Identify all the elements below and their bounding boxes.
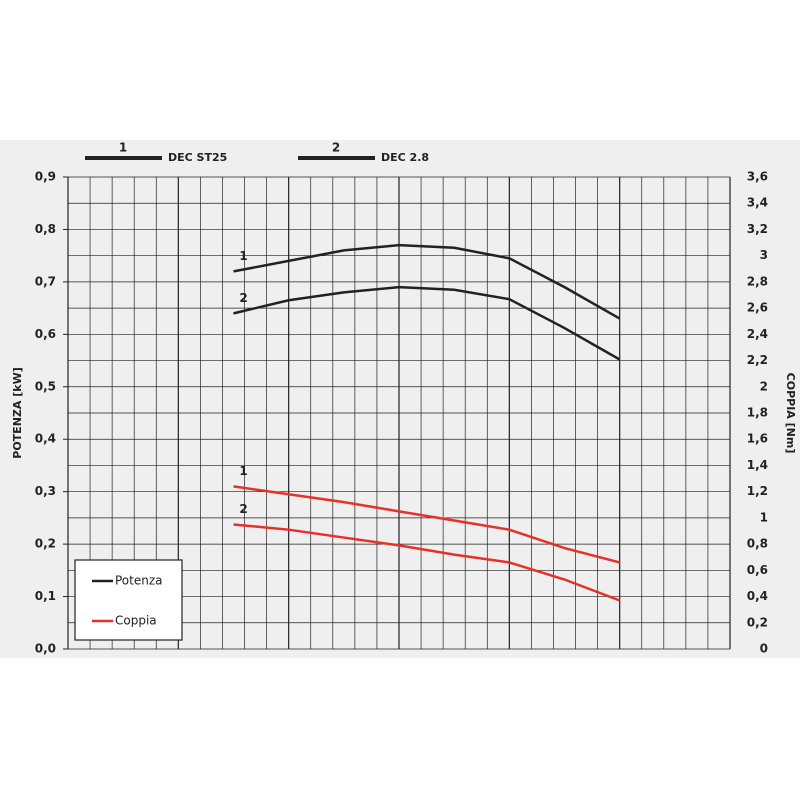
legend-box — [74, 559, 183, 641]
y2-tick-label: 0,4 — [747, 589, 768, 603]
y2-tick-label: 0 — [760, 642, 768, 656]
curve-label: 1 — [239, 464, 247, 478]
model-number: 2 — [332, 141, 340, 155]
y2-tick-label: 0,2 — [747, 615, 768, 629]
y-tick-label: 0,5 — [35, 379, 56, 393]
y2-tick-label: 1,6 — [747, 432, 768, 446]
y2-tick-label: 1 — [760, 510, 768, 524]
y2-tick-label: 3,4 — [747, 196, 768, 210]
y2-tick-label: 1,4 — [747, 458, 768, 472]
y-tick-label: 0,7 — [35, 274, 56, 288]
y-tick-label: 0,0 — [35, 642, 56, 656]
y2-tick-label: 2,2 — [747, 353, 768, 367]
y2-tick-label: 1,8 — [747, 406, 768, 420]
y2-tick-label: 2,6 — [747, 301, 768, 315]
y2-tick-label: 3 — [760, 248, 768, 262]
y2-tick-label: 2,4 — [747, 327, 768, 341]
y2-tick-label: 2 — [760, 379, 768, 393]
y-tick-label: 0,3 — [35, 484, 56, 498]
y-tick-label: 0,4 — [35, 432, 56, 446]
y-tick-label: 0,1 — [35, 589, 56, 603]
model-name: DEC ST25 — [168, 151, 227, 164]
legend-label: Potenza — [115, 574, 163, 588]
model-name: DEC 2.8 — [381, 151, 429, 164]
curve-label: 2 — [239, 291, 247, 305]
series-line — [233, 243, 621, 320]
y-tick-label: 0,6 — [35, 327, 56, 341]
series-line — [233, 523, 621, 602]
y2-tick-label: 0,8 — [747, 537, 768, 551]
series-line — [233, 485, 620, 564]
y2-tick-label: 0,6 — [747, 563, 768, 577]
y2-tick-label: 1,2 — [747, 484, 768, 498]
y2-axis-title: COPPIA [Nm] — [784, 373, 797, 454]
y2-tick-label: 3,2 — [747, 222, 768, 236]
y2-tick-label: 3,6 — [747, 170, 768, 184]
y2-tick-label: 2,8 — [747, 274, 768, 288]
legend-label: Coppia — [115, 614, 157, 628]
y-axis-title: POTENZA [kW] — [11, 367, 24, 458]
series-line — [233, 285, 621, 361]
y-tick-label: 0,9 — [35, 170, 56, 184]
curve-label: 2 — [239, 502, 247, 516]
curve-label: 1 — [239, 249, 247, 263]
y-tick-label: 0,8 — [35, 222, 56, 236]
y-tick-label: 0,2 — [35, 537, 56, 551]
model-number: 1 — [119, 141, 127, 155]
